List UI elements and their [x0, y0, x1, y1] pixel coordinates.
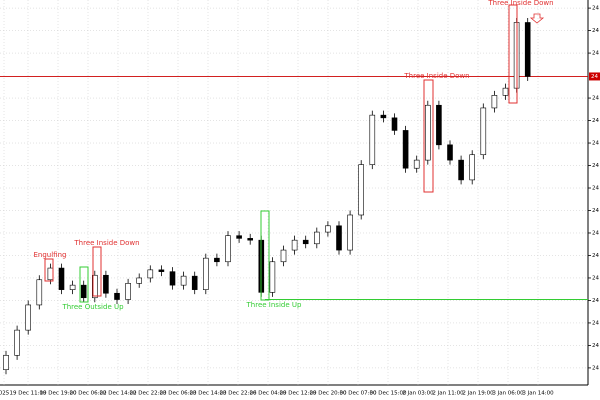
x-tick-label: 3 Jan 14:00 — [522, 391, 554, 397]
candle-body — [92, 274, 98, 299]
x-tick-label: 22 Dec 14:00 — [100, 391, 137, 397]
candle-body — [69, 284, 76, 290]
candle-body — [191, 275, 198, 290]
candle-body — [469, 154, 476, 181]
x-tick-label: 20 Dec 06:00 — [70, 391, 107, 397]
y-tick-label: 24 — [592, 365, 599, 371]
x-tick-label: 23 Dec 14:00 — [190, 391, 227, 397]
candle-body — [424, 104, 431, 161]
candle-body — [36, 279, 43, 306]
candle-body — [180, 275, 187, 286]
y-tick-label: 24 — [592, 186, 599, 192]
pattern-label: Three Inside Down — [73, 239, 139, 247]
candle-body — [3, 355, 9, 371]
candle-body — [302, 239, 309, 245]
x-tick-label: 26 Dec 04:00 — [250, 391, 287, 397]
candle-body — [247, 238, 253, 241]
x-tick-label: 30 Dec 07:00 — [340, 391, 377, 397]
candle-body — [313, 231, 320, 245]
x-tick-label: 025 — [0, 391, 10, 397]
y-tick-label: 24 — [592, 51, 599, 57]
candle-body — [358, 164, 365, 216]
y-tick-label: 24 — [592, 230, 599, 236]
candle-body — [169, 271, 176, 286]
candle-body — [436, 104, 442, 146]
x-tick-label: 2 Jan 19:00 — [462, 391, 494, 397]
price-label-box — [589, 72, 600, 81]
x-tick-label: 2 Jan 03:00 — [402, 391, 434, 397]
pattern-box — [44, 258, 54, 282]
candle-body — [369, 114, 376, 165]
candle-body — [14, 329, 20, 356]
candle-body — [502, 87, 509, 96]
pattern-label: Three Outside Up — [61, 303, 124, 311]
candle-body — [480, 107, 487, 156]
candle-body — [291, 239, 298, 251]
candle-body — [347, 214, 353, 251]
x-tick-label: 29 Dec 20:00 — [310, 391, 347, 397]
down-arrow-icon — [529, 13, 545, 24]
x-tick-label: 19 Dec 11:00 — [10, 391, 47, 397]
candle-body — [158, 269, 165, 272]
candle-body — [103, 274, 109, 294]
y-tick-label: 24 — [592, 163, 599, 169]
candle-body — [203, 257, 209, 290]
x-tick-label: 23 Dec 22:00 — [220, 391, 257, 397]
y-tick-label: 24 — [592, 6, 599, 12]
candle-body — [447, 144, 453, 161]
candle-body — [280, 249, 287, 263]
y-tick-label: 24 — [592, 298, 599, 304]
x-tick-label: 23 Dec 06:00 — [160, 391, 197, 397]
y-tick-label: 24 — [592, 275, 599, 281]
candle-body — [236, 235, 242, 239]
y-tick-label: 24 — [592, 28, 599, 34]
candle-body — [25, 304, 32, 331]
y-tick-label: 24 — [592, 96, 599, 102]
candle-body — [125, 283, 131, 300]
candle-body — [136, 277, 142, 284]
x-tick-label: 22 Dec 22:00 — [130, 391, 167, 397]
candle-body — [524, 22, 531, 77]
pattern-label: Three Inside Down — [403, 72, 469, 80]
candle-body — [380, 114, 387, 119]
candle-body — [58, 267, 65, 290]
candle-body — [80, 284, 87, 299]
candle-body — [47, 267, 54, 281]
x-tick-label: 2 Jan 11:00 — [432, 391, 464, 397]
pattern-box — [423, 79, 434, 193]
x-tick-label: 29 Dec 12:00 — [280, 391, 317, 397]
pattern-label: Three Inside Down — [487, 0, 553, 7]
candle-body — [413, 159, 420, 169]
y-tick-label: 24 — [592, 343, 599, 349]
candle-body — [491, 95, 498, 109]
candle-body — [114, 292, 120, 300]
x-tick-label: 19 Dec 19:00 — [40, 391, 77, 397]
y-tick-label: 24 — [592, 208, 599, 214]
pattern-label: Three Inside Up — [246, 301, 302, 309]
x-tick-label: 30 Dec 15:00 — [370, 391, 407, 397]
x-tick-label: 3 Jan 06:00 — [492, 391, 524, 397]
price-label: 24 — [591, 74, 598, 80]
candle-body — [458, 159, 464, 181]
pattern-box — [92, 246, 102, 297]
pattern-box — [508, 4, 518, 104]
candle-body — [225, 235, 231, 263]
pattern-box — [79, 266, 89, 303]
candle-body — [214, 257, 220, 263]
candle-body — [391, 117, 398, 131]
pattern-box — [260, 210, 270, 301]
y-tick-label: 24 — [592, 253, 599, 259]
y-tick-label: 24 — [592, 320, 599, 326]
candle-body — [336, 225, 342, 251]
y-tick-label: 24 — [592, 118, 599, 124]
pattern-label: Engulfing — [34, 251, 67, 259]
y-tick-label: 24 — [592, 141, 599, 147]
candle-body — [269, 261, 276, 293]
candle-body — [402, 130, 409, 169]
candle-body — [325, 225, 331, 233]
candle-body — [147, 269, 154, 279]
